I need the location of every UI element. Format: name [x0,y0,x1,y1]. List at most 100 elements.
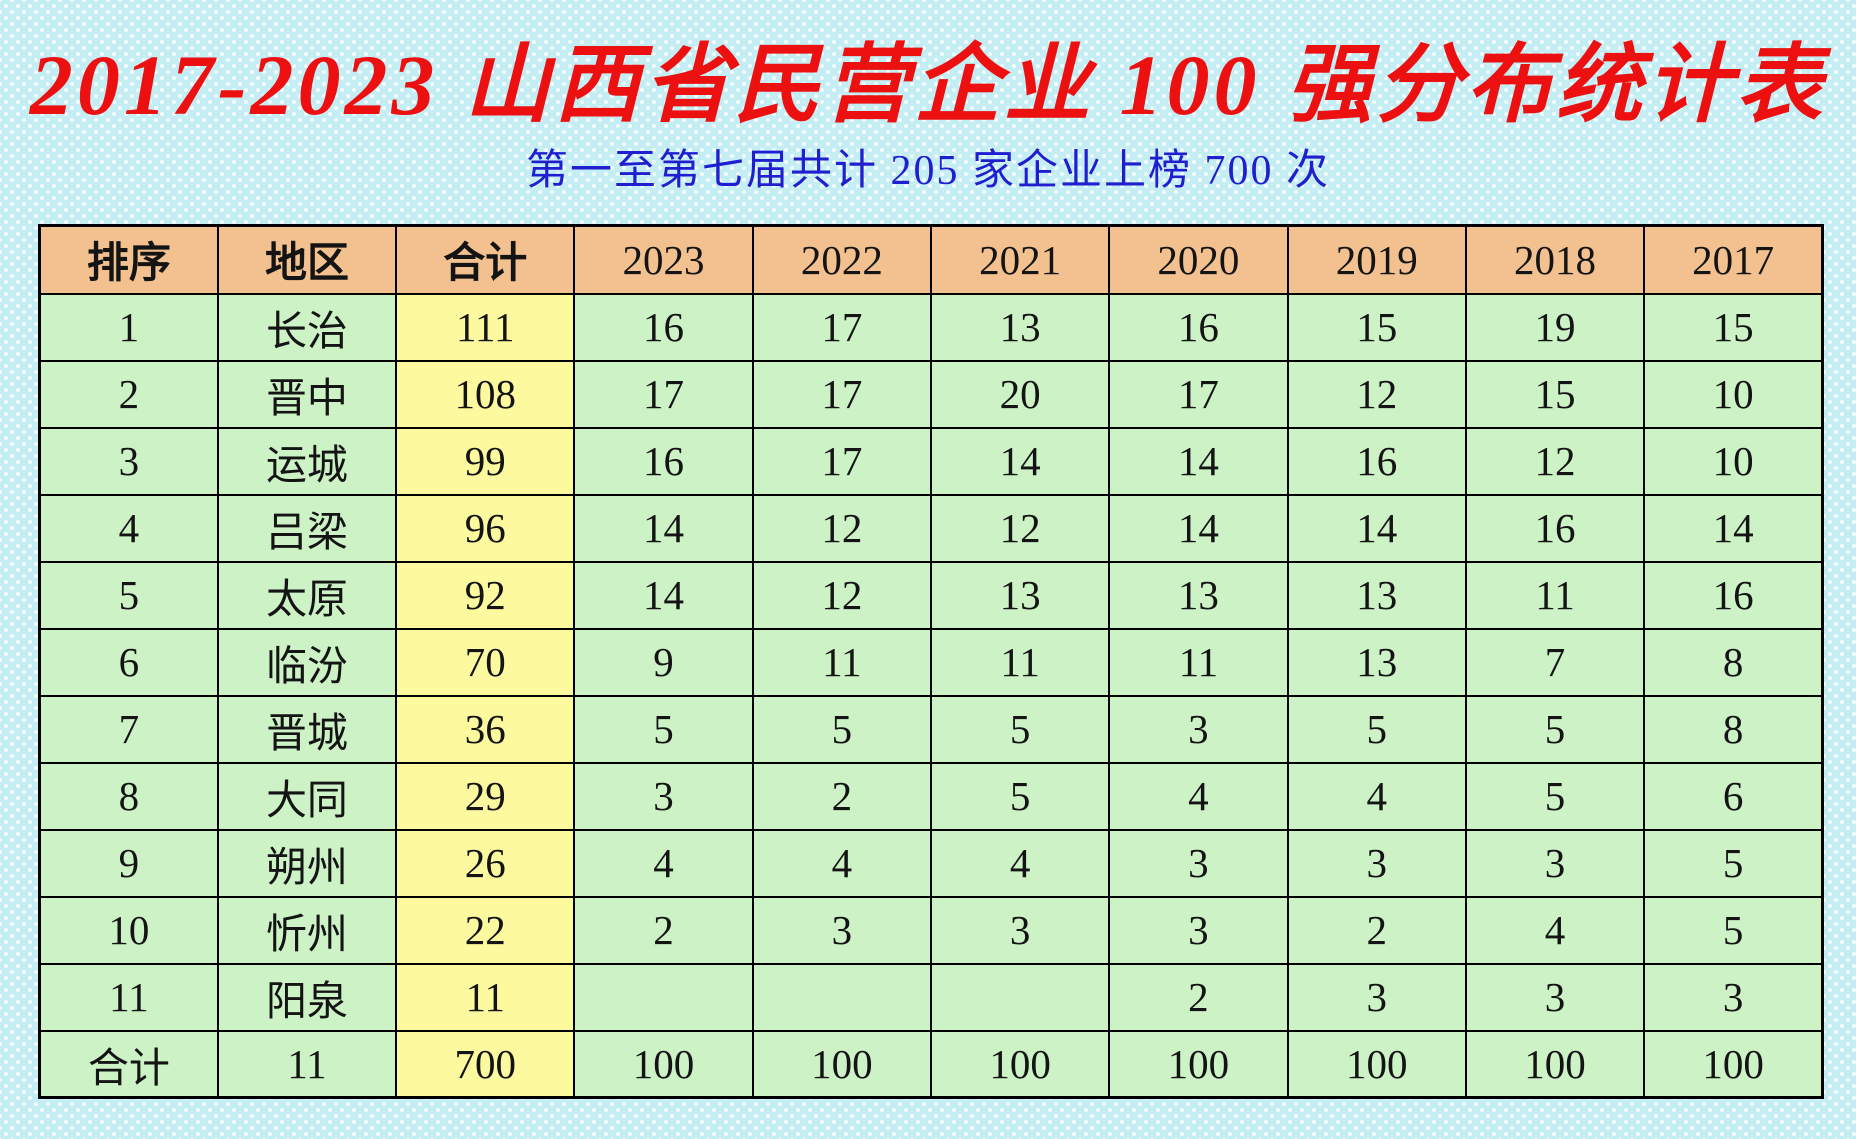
table-row-total: 合计 11 700 100 100 100 100 100 100 100 [38,1029,1824,1099]
cell-region: 运城 [216,426,398,496]
cell-year-2021: 100 [929,1029,1111,1099]
cell-year-2019: 14 [1286,493,1467,563]
cell-year-2021: 12 [929,493,1111,563]
column-header-2022: 2022 [751,224,932,295]
cell-total: 108 [395,359,576,429]
cell-year-2017: 5 [1643,895,1824,965]
cell-year-2021: 5 [929,761,1111,831]
cell-year-2017: 8 [1643,694,1824,764]
cell-year-2023: 3 [573,761,754,831]
cell-year-2017: 5 [1643,828,1824,898]
cell-rank: 5 [38,560,219,630]
cell-total: 700 [395,1029,576,1099]
table-row: 11 阳泉 11 2 3 3 3 [38,962,1824,1032]
cell-year-2019: 100 [1286,1029,1467,1099]
cell-year-2018: 4 [1464,895,1646,965]
cell-year-2017: 10 [1643,426,1824,496]
cell-year-2020: 14 [1108,426,1289,496]
page-subtitle: 第一至第七届共计 205 家企业上榜 700 次 [525,148,1330,194]
cell-year-2020: 3 [1108,895,1289,965]
cell-year-2021: 14 [929,426,1111,496]
cell-year-2019: 4 [1286,761,1467,831]
cell-year-2017: 15 [1643,292,1824,362]
cell-year-2019: 2 [1286,895,1467,965]
column-header-2023: 2023 [573,224,754,295]
table-row: 7 晋城 36 5 5 5 3 5 5 8 [38,694,1824,764]
cell-year-2021: 13 [929,292,1111,362]
cell-year-2021: 5 [929,694,1111,764]
cell-year-2023: 2 [573,895,754,965]
cell-year-2023: 9 [573,627,754,697]
cell-total: 111 [395,292,576,362]
cell-year-2020: 11 [1108,627,1289,697]
cell-total: 36 [395,694,576,764]
column-header-total: 合计 [395,224,576,295]
cell-year-2018: 3 [1464,828,1646,898]
cell-year-2021: 11 [929,627,1111,697]
cell-year-2021: 3 [929,895,1111,965]
cell-year-2020: 3 [1108,828,1289,898]
cell-year-2019: 12 [1286,359,1467,429]
cell-region: 晋城 [216,694,398,764]
cell-year-2018: 19 [1464,292,1646,362]
cell-year-2020: 3 [1108,694,1289,764]
cell-total: 96 [395,493,576,563]
column-header-2019: 2019 [1286,224,1467,295]
cell-year-2018: 5 [1464,761,1646,831]
cell-year-2017: 3 [1643,962,1824,1032]
cell-year-2019: 5 [1286,694,1467,764]
header-row: 排序 地区 合计 2023 2022 2021 2020 2019 2018 2017 [38,224,1824,295]
cell-year-2022: 12 [751,560,932,630]
cell-year-2023: 16 [573,292,754,362]
cell-year-2022: 4 [751,828,932,898]
cell-total: 22 [395,895,576,965]
cell-year-2018: 7 [1464,627,1646,697]
table-row: 2 晋中 108 17 17 20 17 12 15 10 [38,359,1824,429]
column-header-2018: 2018 [1464,224,1646,295]
stats-table: 排序 地区 合计 2023 2022 2021 2020 2019 2018 2017 1 长治 11… [38,224,1824,1099]
cell-year-2018: 11 [1464,560,1646,630]
cell-year-2023: 14 [573,560,754,630]
cell-region: 晋中 [216,359,398,429]
cell-rank: 10 [38,895,219,965]
table-row: 9 朔州 26 4 4 4 3 3 3 5 [38,828,1824,898]
stats-table-body: 1 长治 111 16 17 13 16 15 19 15 2 晋中 108 17 17 20 17 12 15 10… [38,292,1824,1099]
cell-year-2018: 100 [1464,1029,1646,1099]
cell-region: 朔州 [216,828,398,898]
cell-year-2022: 100 [751,1029,932,1099]
cell-year-2022: 12 [751,493,932,563]
cell-year-2021 [929,962,1111,1032]
cell-year-2023: 4 [573,828,754,898]
cell-rank: 4 [38,493,219,563]
cell-year-2017: 6 [1643,761,1824,831]
cell-total: 29 [395,761,576,831]
cell-year-2022: 2 [751,761,932,831]
cell-region: 阳泉 [216,962,398,1032]
cell-rank: 合计 [38,1029,219,1099]
cell-total: 99 [395,426,576,496]
cell-year-2017: 16 [1643,560,1824,630]
cell-region: 临汾 [216,627,398,697]
table-row: 8 大同 29 3 2 5 4 4 5 6 [38,761,1824,831]
cell-year-2019: 15 [1286,292,1467,362]
cell-year-2023 [573,962,754,1032]
cell-year-2018: 3 [1464,962,1646,1032]
cell-region: 大同 [216,761,398,831]
cell-year-2018: 16 [1464,493,1646,563]
cell-region: 长治 [216,292,398,362]
cell-year-2019: 13 [1286,627,1467,697]
cell-year-2022: 17 [751,359,932,429]
cell-year-2020: 14 [1108,493,1289,563]
cell-year-2017: 100 [1643,1029,1824,1099]
cell-year-2020: 17 [1108,359,1289,429]
cell-total: 26 [395,828,576,898]
table-row: 6 临汾 70 9 11 11 11 13 7 8 [38,627,1824,697]
column-header-2017: 2017 [1643,224,1824,295]
cell-rank: 1 [38,292,219,362]
cell-region: 11 [216,1029,398,1099]
cell-year-2022: 17 [751,292,932,362]
cell-region: 吕梁 [216,493,398,563]
cell-year-2022: 3 [751,895,932,965]
cell-total: 70 [395,627,576,697]
table-row: 10 忻州 22 2 3 3 3 2 4 5 [38,895,1824,965]
